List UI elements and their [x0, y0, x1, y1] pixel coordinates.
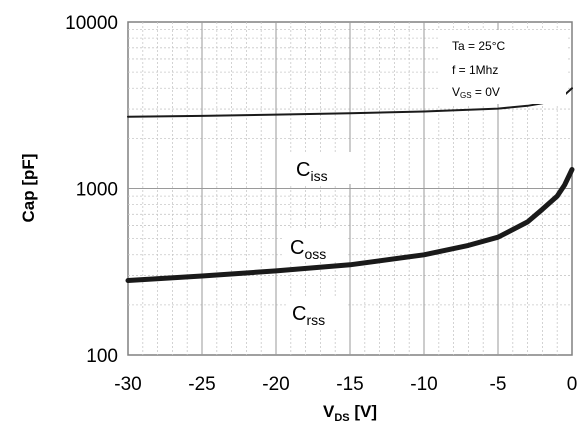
series-label-coss-main: C	[290, 237, 304, 259]
x-axis-title-sub: DS	[334, 412, 349, 424]
ciss-label-box	[290, 152, 352, 184]
x-tick-label: -30	[114, 374, 141, 395]
condition-temperature: Ta = 25°C	[452, 39, 505, 53]
crss-label-box	[286, 296, 348, 328]
y-tick-label: 10000	[65, 13, 118, 34]
condition-vgs-main: V	[452, 85, 460, 99]
x-tick-label: -25	[188, 374, 215, 395]
x-tick-label: -5	[490, 374, 507, 395]
y-tick-label: 1000	[76, 180, 118, 201]
series-label-crss-sub: rss	[306, 312, 325, 328]
series-label-crss-main: C	[292, 303, 306, 325]
x-axis-title-rest: [V]	[350, 402, 377, 421]
x-tick-label: -10	[410, 374, 437, 395]
y-tick-labels: 100 1000 10000	[65, 13, 118, 367]
series-label-ciss: Ciss	[296, 159, 328, 184]
x-axis-title: VDS [V]	[323, 402, 377, 424]
conditions-box	[438, 30, 566, 104]
series-label-coss-sub: oss	[304, 246, 326, 262]
series-line-coss	[125, 167, 575, 283]
coss-label-box	[284, 230, 346, 262]
series-label-ciss-main: C	[296, 159, 310, 181]
condition-frequency: f = 1Mhz	[452, 63, 498, 77]
condition-vgs: VGS = 0V	[452, 85, 500, 100]
series-label-coss: Coss	[290, 237, 326, 262]
condition-vgs-sub: GS	[460, 91, 472, 100]
y-tick-label: 100	[86, 346, 118, 367]
x-tick-labels: -30 -25 -20 -15 -10 -5 0	[114, 374, 577, 395]
series-label-crss: Crss	[292, 303, 325, 328]
series-label-ciss-sub: iss	[310, 168, 327, 184]
x-tick-label: -20	[262, 374, 289, 395]
x-tick-label: 0	[567, 374, 578, 395]
x-tick-label: -15	[336, 374, 363, 395]
condition-vgs-rest: = 0V	[472, 85, 500, 99]
y-axis-title: Cap [pF]	[19, 154, 38, 223]
x-axis-title-main: V	[323, 402, 335, 421]
